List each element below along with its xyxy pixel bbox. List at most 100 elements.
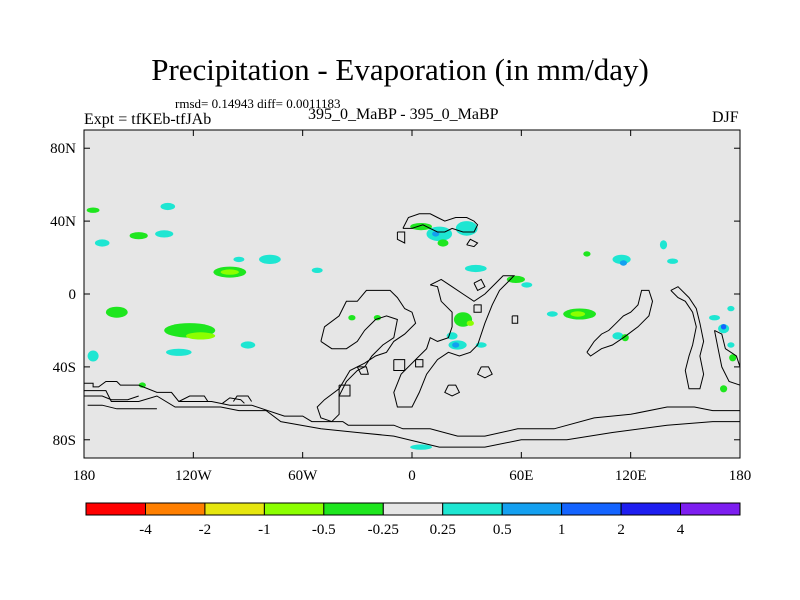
anomaly-contour <box>729 354 737 362</box>
colorbar-label: 4 <box>677 522 685 538</box>
x-tick-label: 120E <box>615 468 647 484</box>
anomaly-contour <box>720 324 727 330</box>
coastline <box>415 359 424 368</box>
x-tick-label: 60E <box>509 468 533 484</box>
colorbar-swatch <box>323 502 384 516</box>
coastline <box>84 390 740 448</box>
colorbar-label: 2 <box>617 522 625 538</box>
anomaly-contour <box>466 320 474 326</box>
coastline <box>476 366 493 379</box>
season-label: DJF <box>712 109 739 126</box>
y-tick-label: 0 <box>69 287 77 303</box>
anomaly-contour <box>546 311 558 317</box>
colorbar-swatch <box>442 502 503 516</box>
colorbar-swatch <box>382 502 444 516</box>
anomaly-contour <box>129 232 148 240</box>
anomaly-contour <box>464 264 487 273</box>
anomaly-contour <box>727 305 735 312</box>
colorbar-label: 0.25 <box>430 522 456 538</box>
coastline <box>511 315 519 324</box>
anomaly-contour <box>727 342 735 348</box>
anomaly-contour <box>583 251 591 257</box>
coastline <box>87 404 157 410</box>
coastline <box>356 366 369 375</box>
case-label: 395_0_MaBP - 395_0_MaBP <box>308 106 499 123</box>
colorbar: -4 -2 -1 -0.5 -0.25 0.25 0.5 1 2 4 <box>85 502 741 538</box>
anomaly-contour <box>410 444 432 450</box>
colorbar-label: -0.5 <box>312 522 336 538</box>
coastline <box>393 359 406 371</box>
x-tick-label: 0 <box>408 468 416 484</box>
anomaly-contour <box>437 239 449 247</box>
colorbar-swatch <box>145 502 206 516</box>
anomaly-contour <box>186 332 216 340</box>
colorbar-label: 1 <box>558 522 566 538</box>
anomaly-contour <box>87 350 99 362</box>
coastline <box>222 397 245 404</box>
anomaly-contour <box>240 341 256 349</box>
anomaly-contour <box>233 256 245 263</box>
anomaly-contour <box>311 267 323 273</box>
anomaly-contour <box>612 332 624 340</box>
coastline <box>586 289 654 357</box>
colorbar-label: -0.25 <box>368 522 399 538</box>
coastline <box>393 275 516 408</box>
axis-ticks: 180 120W 60W 0 60E 120E 180 80N 40N 0 40S 80S <box>50 130 751 484</box>
y-tick-label: 40N <box>50 214 76 230</box>
anomaly-contour <box>166 348 192 356</box>
anomaly-contour <box>86 207 100 213</box>
y-tick-label: 80S <box>53 433 76 449</box>
colorbar-label: 0.5 <box>493 522 512 538</box>
x-tick-label: 120W <box>175 468 213 484</box>
colorbar-label: -4 <box>139 522 152 538</box>
coastline <box>178 395 209 402</box>
anomaly-contour <box>720 385 728 393</box>
coastline <box>473 278 486 292</box>
anomaly-contour <box>521 282 533 288</box>
coastline <box>473 304 482 313</box>
anomaly-contour <box>410 223 432 231</box>
x-tick-label: 180 <box>73 468 96 484</box>
anomaly-contour <box>570 311 586 317</box>
plot-title: Precipitation - Evaporation (in mm/day) <box>151 52 649 87</box>
colorbar-swatch <box>85 502 146 516</box>
anomaly-contour <box>619 260 628 266</box>
colorbar-swatch <box>561 502 622 516</box>
colorbar-swatch <box>501 502 563 516</box>
anomaly-contour <box>659 240 668 250</box>
coastline <box>402 213 479 233</box>
coastline <box>396 231 406 244</box>
anomaly-contour <box>259 254 281 264</box>
anomaly-contour <box>452 342 460 348</box>
coastline <box>444 384 461 397</box>
coastline <box>84 395 139 401</box>
coastline <box>670 286 705 390</box>
anomaly-contour <box>94 239 110 247</box>
colorbar-swatch <box>620 502 682 516</box>
x-tick-label: 180 <box>729 468 752 484</box>
coastline-layer <box>84 213 740 448</box>
stats-label: rmsd= 0.14943 diff= 0.0011183 <box>175 96 341 111</box>
anomaly-contour <box>105 306 128 318</box>
x-tick-label: 60W <box>288 468 318 484</box>
map-background <box>84 130 740 458</box>
coastline <box>84 381 740 437</box>
anomaly-contour <box>155 230 174 238</box>
colorbar-swatch <box>204 502 265 516</box>
colorbar-swatch <box>680 502 741 516</box>
anomaly-contour <box>138 382 146 388</box>
colorbar-label: -1 <box>258 522 271 538</box>
y-tick-label: 80N <box>50 141 76 157</box>
anomaly-contour <box>348 315 356 321</box>
anomaly-contour <box>432 231 440 237</box>
anomaly-contour <box>667 258 679 264</box>
anomaly-contour <box>160 202 176 211</box>
colorbar-swatch <box>263 502 325 516</box>
anomaly-contour <box>220 269 239 275</box>
y-tick-label: 40S <box>53 360 76 376</box>
anomaly-contour <box>709 315 720 321</box>
coastline <box>338 384 351 397</box>
anomaly-contour <box>446 332 458 340</box>
experiment-label: Expt = tfKEb-tfJAb <box>84 111 212 128</box>
